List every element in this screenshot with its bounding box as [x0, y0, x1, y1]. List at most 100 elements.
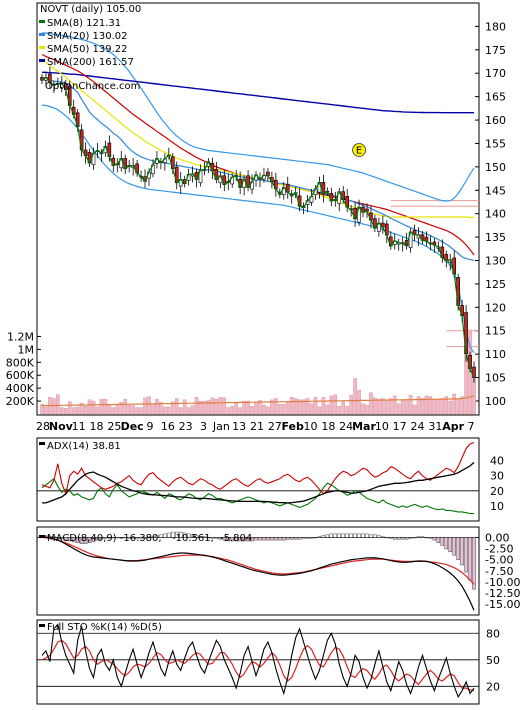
volume-bar: [440, 398, 445, 415]
macd-histogram-bar: [135, 537, 139, 539]
macd-histogram-bar: [424, 537, 429, 539]
volume-bar: [270, 399, 274, 415]
price-tick-label: 155: [485, 137, 506, 150]
price-tick-label: 140: [485, 208, 506, 221]
volume-bar: [151, 403, 155, 415]
price-panel-frame: [36, 2, 480, 416]
macd-histogram-bar: [119, 537, 124, 539]
volume-bar: [321, 397, 326, 415]
macd-histogram-bar: [115, 537, 120, 539]
volume-bar: [202, 400, 207, 415]
macd-histogram-bar: [464, 537, 468, 573]
macd-histogram-bar: [218, 537, 223, 540]
adx-legend-swatch: [39, 442, 45, 445]
macd-histogram-bar: [444, 537, 449, 550]
legend-swatch: [39, 46, 45, 49]
macd-histogram-bar: [127, 537, 131, 539]
macd-histogram-bar: [71, 537, 76, 543]
price-tick-label: 120: [485, 301, 506, 314]
volume-bar: [353, 378, 357, 415]
volume-bar: [119, 402, 124, 415]
legend-entry: SMA(20) 130.02: [47, 31, 128, 42]
volume-bar: [285, 402, 290, 415]
price-tick-label: 165: [485, 91, 506, 104]
macd-histogram-bar: [87, 537, 92, 544]
volume-bar: [155, 398, 159, 415]
macd-histogram-bar: [222, 537, 227, 541]
x-axis-label: 18: [90, 420, 104, 433]
volume-bar: [194, 397, 199, 415]
volume-bar: [87, 399, 92, 415]
volume-bar: [400, 400, 405, 415]
price-tick-label: 170: [485, 67, 506, 80]
x-axis-label: 10: [304, 420, 318, 433]
x-axis-label: 27: [268, 420, 282, 433]
macd-histogram-bar: [214, 537, 219, 539]
macd-tick-label: -12.50: [485, 587, 520, 600]
macd-histogram-bar: [329, 533, 334, 538]
macd-histogram-bar: [262, 537, 266, 541]
macd-histogram-bar: [448, 537, 452, 552]
macd-histogram-bar: [301, 537, 306, 539]
volume-tick-label: 400K: [6, 382, 35, 395]
x-axis-label: 21: [250, 420, 264, 433]
macd-histogram-bar: [361, 533, 365, 538]
volume-bar: [214, 398, 219, 415]
volume-bar: [71, 407, 76, 415]
sto-legend-swatch: [39, 624, 45, 627]
macd-histogram-bar: [254, 537, 258, 541]
x-axis-label: 24: [411, 420, 425, 433]
volume-tick-label: 600K: [6, 369, 35, 382]
macd-histogram-bar: [178, 531, 183, 538]
legend-swatch: [39, 20, 45, 23]
price-panel-title: NOVT (daily) 105.00: [40, 4, 141, 15]
volume-bar: [428, 396, 433, 415]
adx-tick-label: 10: [490, 500, 504, 513]
macd-histogram-bar: [321, 535, 326, 538]
macd-histogram-bar: [99, 537, 104, 540]
volume-bar: [250, 406, 254, 415]
macd-histogram-bar: [270, 537, 274, 541]
macd-histogram-bar: [139, 537, 143, 539]
macd-histogram-bar: [159, 534, 163, 538]
macd-histogram-bar: [56, 537, 60, 539]
macd-histogram-bar: [79, 537, 84, 544]
macd-histogram-bar: [186, 533, 191, 538]
macd-histogram-bar: [91, 537, 96, 543]
volume-bar: [143, 397, 147, 415]
volume-bar: [452, 393, 457, 415]
x-axis-label: Jan: [212, 420, 230, 433]
volume-bar: [60, 407, 64, 415]
volume-bar: [242, 400, 246, 415]
volume-bar: [385, 399, 389, 415]
x-axis-label: 10: [375, 420, 389, 433]
x-axis-label: 24: [339, 420, 353, 433]
adx-panel-title: ADX(14) 38.81: [47, 441, 121, 452]
volume-bar: [182, 399, 187, 415]
volume-bar: [420, 398, 425, 415]
volume-bar: [392, 395, 397, 415]
x-axis-label: Mar: [352, 420, 376, 433]
sma8-line: [41, 76, 475, 378]
macd-tick-label: 0.00: [485, 531, 510, 544]
volume-bar: [301, 399, 306, 415]
volume-bar: [436, 399, 441, 415]
volume-bar: [309, 403, 314, 415]
sto-tick-label: 20: [486, 680, 500, 693]
macd-histogram-bar: [151, 536, 155, 538]
macd-histogram-bar: [147, 537, 151, 539]
volume-bar: [230, 406, 235, 415]
volume-bar: [44, 406, 48, 415]
volume-bar: [369, 392, 373, 415]
x-axis-label: 28: [36, 420, 50, 433]
volume-tick-label: 1.2M: [7, 330, 34, 343]
volume-bar: [174, 398, 179, 415]
macd-histogram-bar: [333, 533, 338, 538]
volume-bar: [167, 406, 171, 415]
macd-histogram-bar: [452, 537, 456, 556]
macd-tick-label: -7.50: [485, 565, 513, 578]
volume-bar: [274, 398, 278, 415]
sma50-line: [41, 58, 474, 218]
price-tick-label: 175: [485, 44, 506, 57]
macd-signal-label: -5.804: [220, 533, 252, 544]
